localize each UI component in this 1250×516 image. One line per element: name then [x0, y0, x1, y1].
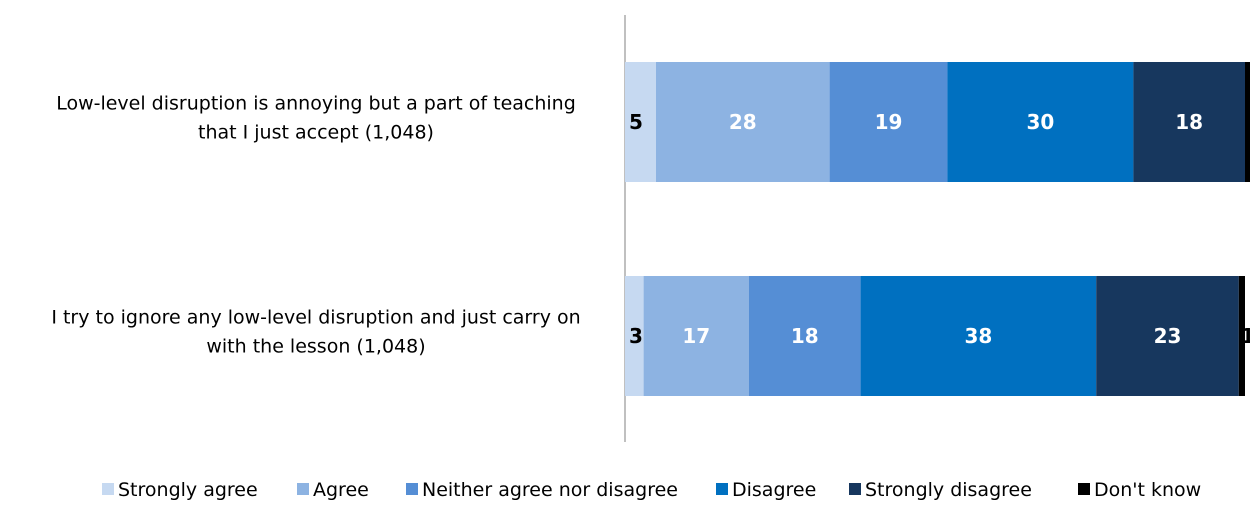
- data-label: 1: [1247, 110, 1250, 134]
- legend-label: Strongly disagree: [865, 479, 1032, 501]
- data-label: 1: [1241, 324, 1250, 348]
- legend-swatch: [406, 483, 418, 495]
- data-label: 5: [629, 110, 643, 134]
- legend-swatch: [1078, 483, 1090, 495]
- legend-label: Disagree: [732, 479, 816, 501]
- data-label: 18: [1175, 110, 1203, 134]
- bar-segment-neither-agree-nor-disagree: [829, 62, 948, 182]
- legend-label: Neither agree nor disagree: [422, 479, 678, 501]
- bar-segment-strongly-disagree: [1133, 62, 1245, 182]
- data-label: 17: [682, 324, 710, 348]
- data-label: 30: [1026, 110, 1054, 134]
- category-label-line: with the lesson (1,048): [206, 336, 425, 358]
- category-labels: Low-level disruption is annoying but a p…: [51, 93, 580, 358]
- legend-item: Disagree: [716, 479, 816, 501]
- category-label-line: I try to ignore any low-level disruption…: [51, 307, 580, 329]
- legend-swatch: [297, 483, 309, 495]
- legend-item: Strongly agree: [102, 479, 258, 501]
- data-label: 28: [729, 110, 757, 134]
- data-label: 38: [964, 324, 992, 348]
- legend-swatch: [716, 483, 728, 495]
- data-label: 18: [791, 324, 819, 348]
- data-label: 3: [629, 324, 643, 348]
- legend-item: Strongly disagree: [849, 479, 1032, 501]
- bar-segment-disagree: [860, 276, 1097, 396]
- bar-segment-disagree: [947, 62, 1134, 182]
- category-label-line: that I just accept (1,048): [198, 122, 434, 144]
- data-label: 23: [1154, 324, 1182, 348]
- bar-segment-don-t-know: [1245, 62, 1250, 182]
- bar-segment-strongly-agree: [625, 276, 644, 396]
- category-label: I try to ignore any low-level disruption…: [51, 307, 580, 358]
- legend-item: Don't know: [1078, 479, 1201, 501]
- data-label: 19: [875, 110, 903, 134]
- legend-swatch: [849, 483, 861, 495]
- legend-item: Neither agree nor disagree: [406, 479, 678, 501]
- legend-label: Don't know: [1094, 479, 1201, 501]
- bars-group: [625, 62, 1250, 396]
- category-label-line: Low-level disruption is annoying but a p…: [56, 93, 576, 115]
- bar-segment-strongly-agree: [625, 62, 656, 182]
- bar-segment-strongly-disagree: [1096, 276, 1239, 396]
- bar-segment-agree: [643, 276, 749, 396]
- bar-segment-don-t-know: [1238, 276, 1245, 396]
- data-labels-group: 5 28 19 30 18 1 3 17 18 38 23 1: [629, 110, 1250, 348]
- legend-label: Agree: [313, 479, 369, 501]
- legend-swatch: [102, 483, 114, 495]
- legend: Strongly agree Agree Neither agree nor dis…: [102, 479, 1201, 501]
- category-label: Low-level disruption is annoying but a p…: [56, 93, 576, 144]
- bar-segment-neither-agree-nor-disagree: [749, 276, 861, 396]
- legend-label: Strongly agree: [118, 479, 258, 501]
- legend-item: Agree: [297, 479, 369, 501]
- bar-segment-agree: [656, 62, 830, 182]
